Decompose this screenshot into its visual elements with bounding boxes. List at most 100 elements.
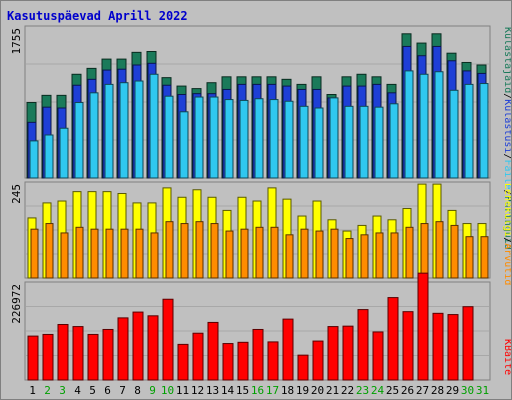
x-tick-label: 15 (236, 384, 249, 397)
x-tick-label: 3 (59, 384, 66, 397)
bar-kbaite-day-7 (117, 317, 129, 381)
x-tick-label: 30 (461, 384, 474, 397)
bar-kbaite-day-16 (252, 328, 264, 381)
bar-faile-day-25 (389, 103, 399, 179)
bar-kbaite-day-30 (462, 306, 474, 381)
bar-kbaite-day-2 (42, 333, 54, 381)
bar-kbaite-day-18 (282, 318, 294, 381)
panel-top: 1755 (10, 25, 491, 179)
x-tick-label: 20 (311, 384, 324, 397)
bar-faile-day-27 (419, 73, 429, 179)
bar-arvutid-day-28 (435, 221, 444, 279)
bar-kbaite-day-13 (207, 321, 219, 381)
bar-kbaite-day-9 (147, 315, 159, 381)
bar-faile-day-18 (284, 100, 294, 179)
bar-arvutid-day-13 (210, 223, 219, 279)
bar-kbaite-day-1 (27, 335, 39, 381)
bar-arvutid-day-30 (465, 236, 474, 279)
bar-arvutid-day-5 (90, 228, 99, 279)
bar-arvutid-day-25 (390, 232, 399, 279)
x-tick-label: 11 (176, 384, 189, 397)
bar-kbaite-day-14 (222, 343, 234, 381)
bar-arvutid-day-2 (45, 223, 54, 279)
x-tick-label: 25 (386, 384, 399, 397)
bar-faile-day-19 (299, 105, 309, 179)
x-tick-label: 17 (266, 384, 279, 397)
bar-arvutid-day-16 (255, 226, 264, 279)
bar-faile-day-30 (464, 83, 474, 179)
axis-max-label: 1755 (10, 28, 23, 55)
chart-panels: 1755 245 226972 (10, 25, 491, 381)
bar-arvutid-day-14 (225, 230, 234, 279)
x-tick-label: 14 (221, 384, 235, 397)
legend-label: Lehekülgi (502, 183, 511, 237)
bar-kbaite-day-27 (417, 272, 429, 381)
x-tick-label: 1 (29, 384, 36, 397)
legend-label: Külastajaid (502, 27, 511, 93)
x-tick-label: 13 (206, 384, 219, 397)
x-tick-label: 23 (356, 384, 369, 397)
x-tick-label: 26 (401, 384, 414, 397)
x-tick-label: 16 (251, 384, 264, 397)
bar-kbaite-day-17 (267, 341, 279, 381)
x-tick-label: 27 (416, 384, 429, 397)
bar-kbaite-day-29 (447, 314, 459, 381)
bar-faile-day-11 (179, 111, 189, 179)
bar-faile-day-5 (89, 92, 99, 179)
bar-arvutid-day-4 (75, 226, 84, 279)
x-tick-label: 28 (431, 384, 444, 397)
legend-label: / (502, 153, 511, 159)
axis-max-label: 226972 (10, 284, 23, 324)
bar-arvutid-day-11 (180, 223, 189, 279)
bar-kbaite-day-21 (327, 326, 339, 381)
bar-arvutid-day-19 (300, 228, 309, 279)
bar-arvutid-day-12 (195, 221, 204, 279)
bar-faile-day-17 (269, 99, 279, 179)
bar-faile-day-15 (239, 99, 249, 179)
bar-arvutid-day-15 (240, 228, 249, 279)
x-tick-label: 6 (104, 384, 111, 397)
legend-label: / (502, 190, 511, 196)
bar-arvutid-day-17 (270, 226, 279, 279)
x-tick-label: 10 (161, 384, 174, 397)
bar-arvutid-day-23 (360, 234, 369, 279)
bar-faile-day-29 (449, 89, 459, 179)
bar-arvutid-day-20 (315, 230, 324, 279)
bar-faile-day-20 (314, 107, 324, 179)
x-tick-label: 12 (191, 384, 204, 397)
bar-arvutid-day-6 (105, 228, 114, 279)
legend-label-group: Lehekülgi/Arvutid (502, 183, 511, 285)
x-tick-label: 9 (149, 384, 156, 397)
bar-kbaite-day-23 (357, 309, 369, 381)
legend-label: Päringuid (502, 196, 511, 250)
legend-label: / (502, 237, 511, 243)
bar-faile-day-24 (374, 106, 384, 179)
bar-arvutid-day-10 (165, 221, 174, 279)
bar-faile-day-8 (134, 80, 144, 179)
bar-faile-day-31 (479, 83, 489, 179)
x-tick-label: 19 (296, 384, 309, 397)
legend-label: Külastusi (502, 99, 511, 153)
bar-kbaite-day-20 (312, 340, 324, 381)
x-tick-label: 31 (476, 384, 489, 397)
x-tick-label: 29 (446, 384, 459, 397)
x-tick-label: 22 (341, 384, 354, 397)
bar-kbaite-day-12 (192, 332, 204, 381)
bar-kbaite-day-10 (162, 298, 174, 381)
x-tick-label: 5 (89, 384, 96, 397)
x-tick-label: 18 (281, 384, 294, 397)
panel-middle: 245 (10, 181, 491, 279)
bar-arvutid-day-31 (480, 236, 489, 279)
bar-kbaite-day-8 (132, 311, 144, 381)
bar-arvutid-day-7 (120, 228, 129, 279)
bar-arvutid-day-21 (330, 228, 339, 279)
bar-kbaite-day-4 (72, 326, 84, 381)
bar-kbaite-day-15 (237, 341, 249, 381)
bar-kbaite-day-5 (87, 333, 99, 381)
bar-arvutid-day-3 (60, 232, 69, 279)
bar-faile-day-14 (224, 99, 234, 179)
bar-arvutid-day-18 (285, 234, 294, 279)
bar-kbaite-day-11 (177, 343, 189, 381)
